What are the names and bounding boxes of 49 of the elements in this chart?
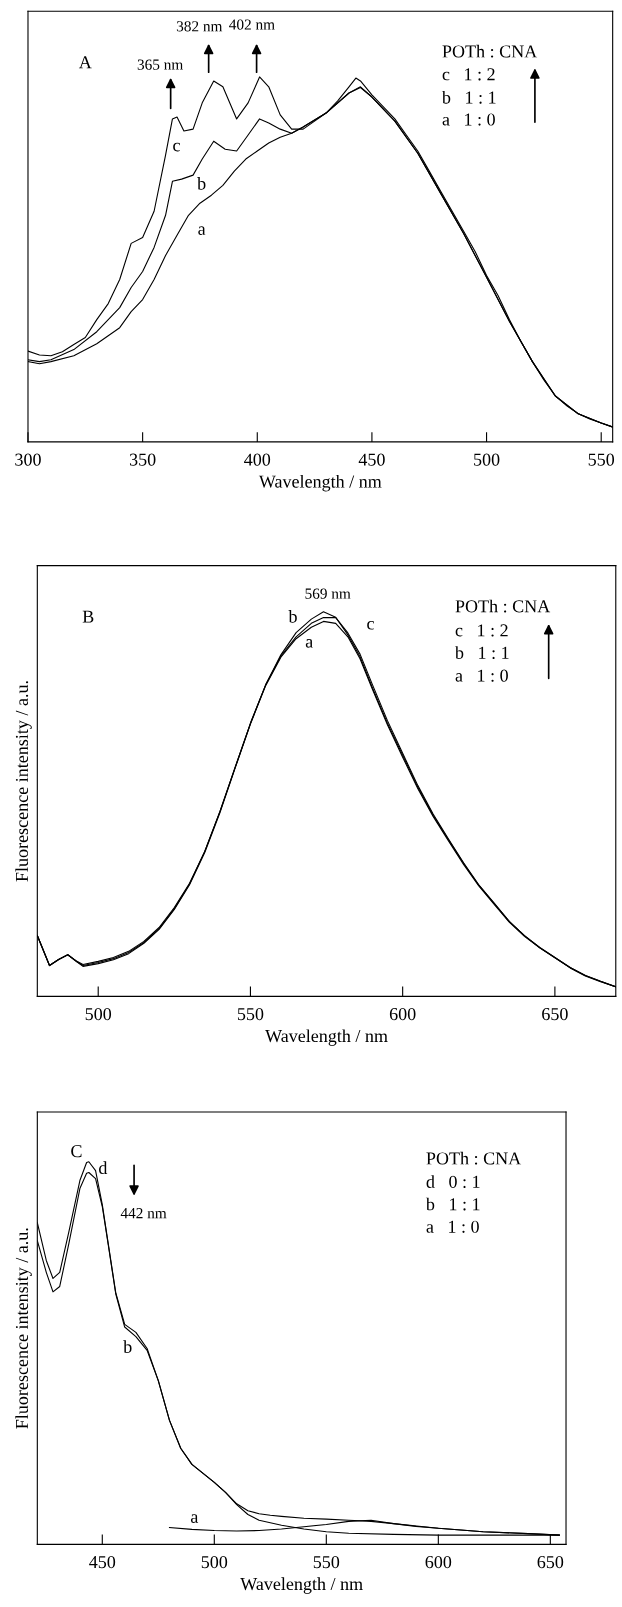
text: 402 nm bbox=[229, 19, 275, 30]
y-axis-title: Fluorescence intensity / a.u. bbox=[15, 681, 32, 882]
annotation: b bbox=[288, 610, 297, 623]
annotation: a bbox=[198, 226, 206, 235]
x-tick-label: 600 bbox=[425, 1555, 452, 1569]
x-tick-label: 650 bbox=[537, 1555, 564, 1569]
x-tick-label: 350 bbox=[129, 453, 156, 466]
text: 382 nm bbox=[176, 21, 223, 32]
annotation: b 1 : 1 bbox=[425, 1197, 480, 1211]
annotation: c 1 : 2 bbox=[442, 68, 495, 81]
x-tick-label: 400 bbox=[244, 453, 271, 466]
x-tick-label: 300 bbox=[15, 453, 41, 466]
annotation: b 1 : 1 bbox=[454, 646, 509, 659]
x-tick-label: 550 bbox=[237, 1007, 264, 1021]
text: 365 nm bbox=[137, 59, 184, 70]
annotation: c bbox=[173, 142, 180, 152]
x-tick-label: 450 bbox=[89, 1555, 116, 1569]
x-axis-title: Wavelength / nm bbox=[258, 474, 382, 492]
x-tick-label: 500 bbox=[474, 453, 500, 466]
x-tick-label: 500 bbox=[85, 1007, 112, 1021]
text: POTh : CNA bbox=[442, 44, 538, 58]
x-axis-title: Wavelength / nm bbox=[265, 1029, 388, 1046]
annotation: B bbox=[82, 610, 94, 623]
annotation: POTh : CNA bbox=[426, 1151, 522, 1165]
text: C bbox=[71, 1145, 82, 1158]
annotation: b bbox=[197, 177, 206, 190]
y-axis-title: Fluorescence intensity / a.u. bbox=[15, 1228, 32, 1429]
annotation: c bbox=[367, 620, 374, 630]
annotation: b 1 : 1 bbox=[441, 90, 496, 104]
x-tick-label: 600 bbox=[389, 1007, 416, 1021]
annotation: a bbox=[190, 1514, 199, 1523]
x-tick-label: 500 bbox=[201, 1555, 228, 1569]
annotation: a 1 : 0 bbox=[426, 1220, 479, 1233]
annotation: 442 nm bbox=[120, 1208, 167, 1219]
x-tick-label: 450 bbox=[358, 453, 385, 466]
annotation: a bbox=[305, 639, 313, 648]
annotation: a 1 : 0 bbox=[442, 113, 495, 126]
annotation: c 1 : 2 bbox=[455, 624, 508, 637]
annotation: POTh : CNA bbox=[455, 599, 551, 613]
annotation: a 1 : 0 bbox=[455, 669, 508, 682]
x-tick-label: 550 bbox=[588, 453, 615, 466]
annotation: d bbox=[99, 1161, 108, 1175]
x-tick-label: 550 bbox=[313, 1555, 340, 1569]
x-axis-title: Wavelength / nm bbox=[240, 1577, 363, 1594]
annotation: d 0 : 1 bbox=[426, 1175, 480, 1188]
annotation: b bbox=[123, 1340, 132, 1354]
text: 569 nm bbox=[305, 588, 351, 599]
text: A bbox=[78, 56, 92, 69]
x-tick-label: 650 bbox=[542, 1007, 568, 1021]
